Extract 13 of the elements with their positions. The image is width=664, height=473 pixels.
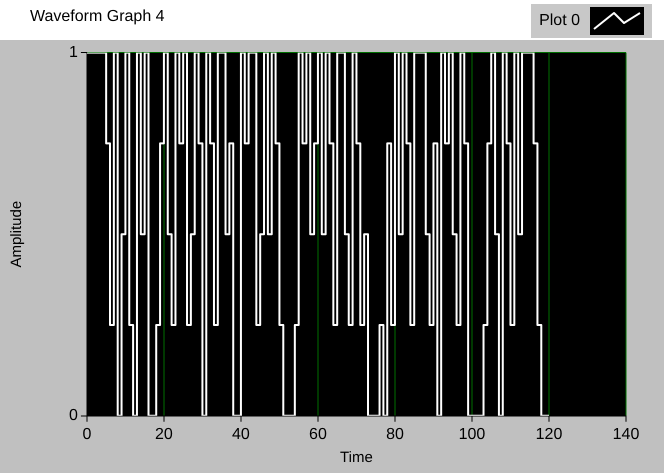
x-axis-title: Time	[340, 449, 373, 466]
chart-title: Waveform Graph 4	[30, 8, 165, 26]
legend-label: Plot 0	[539, 12, 580, 30]
x-tick-label: 40	[232, 426, 250, 443]
x-tick-label: 0	[82, 426, 92, 443]
y-tick-label: 1	[68, 44, 78, 62]
y-axis-title: Amplitude	[8, 200, 26, 268]
x-tick-label: 80	[386, 426, 404, 443]
x-tick-label: 60	[309, 426, 327, 443]
x-tick-label: 100	[458, 426, 486, 443]
x-tick-label: 20	[155, 426, 173, 443]
x-tick-label: 120	[536, 426, 562, 443]
x-tick-label: 140	[612, 426, 640, 443]
